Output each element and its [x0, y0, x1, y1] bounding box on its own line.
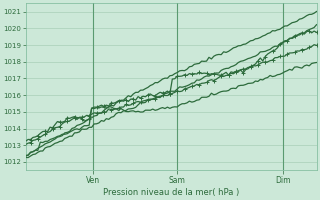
X-axis label: Pression niveau de la mer( hPa ): Pression niveau de la mer( hPa )	[103, 188, 239, 197]
